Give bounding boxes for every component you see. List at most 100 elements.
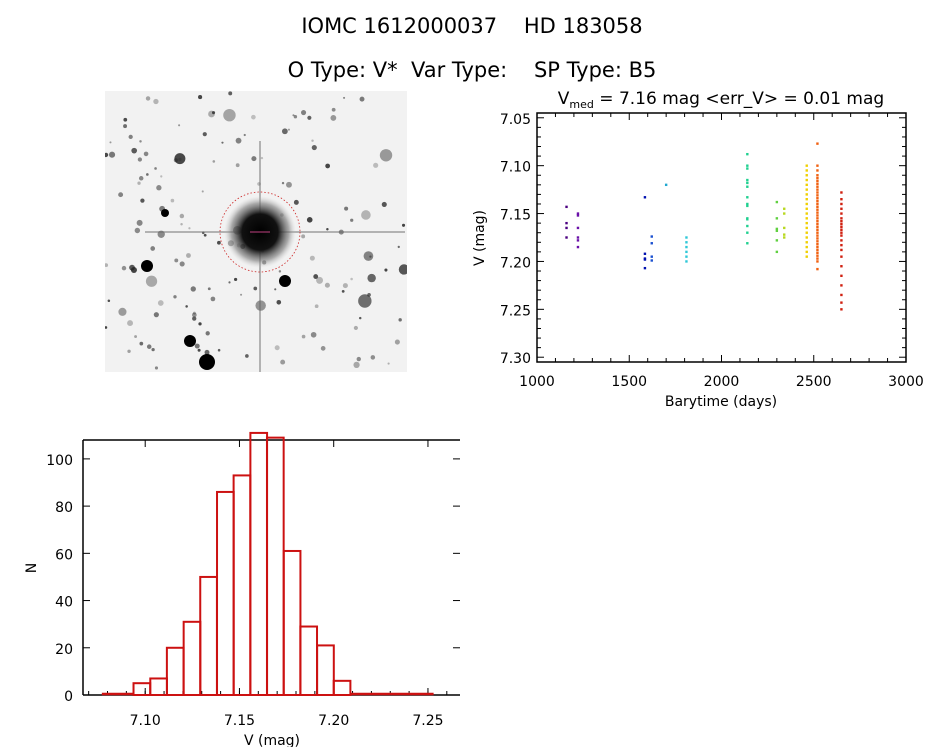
field-star bbox=[128, 134, 133, 139]
lc-data-point bbox=[746, 218, 749, 221]
lc-data-point bbox=[746, 178, 749, 182]
field-star bbox=[350, 277, 353, 281]
lc-data-point bbox=[816, 188, 819, 191]
field-star bbox=[260, 156, 264, 160]
hist-bar bbox=[232, 474, 252, 696]
hist-y-tick-label: 20 bbox=[55, 642, 73, 658]
field-star bbox=[174, 258, 179, 263]
field-star bbox=[235, 137, 242, 144]
field-star bbox=[151, 347, 155, 352]
hist-bar bbox=[216, 490, 235, 697]
field-star bbox=[228, 91, 233, 96]
field-star bbox=[320, 346, 326, 351]
hist-x-axis-label: V (mag) bbox=[244, 733, 300, 747]
lc-data-point bbox=[576, 245, 580, 249]
lc-data-point bbox=[816, 191, 819, 194]
field-star bbox=[217, 240, 221, 245]
field-star bbox=[139, 140, 142, 143]
field-star bbox=[361, 210, 371, 220]
lc-axes-frame bbox=[536, 112, 907, 363]
field-star bbox=[325, 163, 331, 169]
hist-y-axis-label: N bbox=[24, 563, 40, 573]
lc-data-point bbox=[775, 239, 779, 242]
field-star bbox=[212, 111, 216, 115]
lc-data-point bbox=[565, 226, 568, 230]
field-star bbox=[253, 286, 258, 291]
field-star bbox=[198, 322, 202, 326]
hist-bar bbox=[165, 646, 185, 696]
field-star bbox=[123, 124, 128, 129]
field-star bbox=[153, 312, 159, 318]
field-star bbox=[313, 274, 319, 279]
lc-data-point bbox=[576, 239, 580, 242]
field-star bbox=[145, 96, 151, 101]
field-star bbox=[105, 263, 109, 268]
lc-data-point bbox=[650, 235, 653, 238]
sky-image bbox=[105, 91, 407, 372]
field-star bbox=[326, 228, 329, 231]
bright-star bbox=[184, 335, 196, 347]
lc-data-point bbox=[840, 293, 843, 297]
lc-data-point bbox=[840, 301, 843, 304]
lc-data-point bbox=[805, 241, 808, 244]
lc-data-point bbox=[685, 236, 688, 239]
lc-data-point bbox=[783, 233, 786, 236]
lc-data-point bbox=[816, 142, 819, 145]
lc-data-point bbox=[775, 229, 779, 232]
lc-data-point bbox=[746, 224, 749, 228]
field-star bbox=[245, 354, 249, 358]
field-star bbox=[145, 275, 158, 287]
lc-data-point bbox=[816, 176, 819, 180]
lc-data-point bbox=[805, 169, 808, 172]
lc-data-point bbox=[685, 250, 688, 254]
lc-data-point bbox=[840, 248, 843, 252]
lc-x-tick-label: 2000 bbox=[704, 374, 740, 390]
field-star bbox=[344, 206, 349, 211]
lc-title: Vmed = 7.16 mag <err_V> = 0.01 mag bbox=[558, 89, 884, 111]
field-star bbox=[373, 162, 379, 168]
lc-data-point bbox=[650, 242, 653, 245]
field-star bbox=[105, 326, 108, 329]
lc-data-point bbox=[816, 237, 819, 240]
lc-data-point bbox=[783, 236, 786, 239]
lc-data-point bbox=[576, 226, 580, 230]
field-star bbox=[131, 147, 138, 154]
field-star bbox=[286, 181, 292, 188]
lc-data-point bbox=[746, 242, 749, 245]
lc-data-point bbox=[746, 231, 749, 234]
field-star bbox=[170, 198, 175, 203]
lc-data-point bbox=[746, 202, 749, 206]
bright-star bbox=[279, 275, 291, 287]
lc-data-point bbox=[840, 220, 843, 223]
field-star bbox=[274, 345, 280, 351]
lc-data-point bbox=[746, 164, 749, 167]
field-star bbox=[311, 145, 317, 151]
lc-data-point bbox=[816, 182, 819, 186]
lc-data-point bbox=[816, 251, 819, 255]
field-star bbox=[202, 132, 207, 137]
lc-data-point bbox=[816, 220, 819, 223]
field-star bbox=[217, 348, 221, 352]
hist-bar bbox=[299, 625, 319, 696]
hist-y-tick-label: 100 bbox=[46, 453, 73, 469]
hist-bar bbox=[132, 682, 152, 697]
field-star bbox=[221, 141, 224, 144]
field-star bbox=[121, 265, 127, 271]
field-star bbox=[123, 117, 128, 122]
lc-data-point bbox=[805, 193, 808, 196]
field-star bbox=[281, 128, 288, 135]
field-star bbox=[143, 151, 149, 157]
lc-data-point bbox=[746, 167, 749, 170]
lc-data-point bbox=[685, 241, 688, 244]
field-star bbox=[307, 115, 312, 120]
lc-data-point bbox=[746, 217, 749, 220]
field-star bbox=[192, 311, 196, 315]
lc-data-point bbox=[805, 217, 808, 220]
lc-data-point bbox=[565, 221, 568, 225]
field-star bbox=[350, 218, 354, 222]
field-star bbox=[136, 219, 143, 226]
lc-data-point bbox=[816, 197, 819, 200]
field-star bbox=[367, 273, 376, 283]
lc-data-point bbox=[746, 185, 749, 188]
